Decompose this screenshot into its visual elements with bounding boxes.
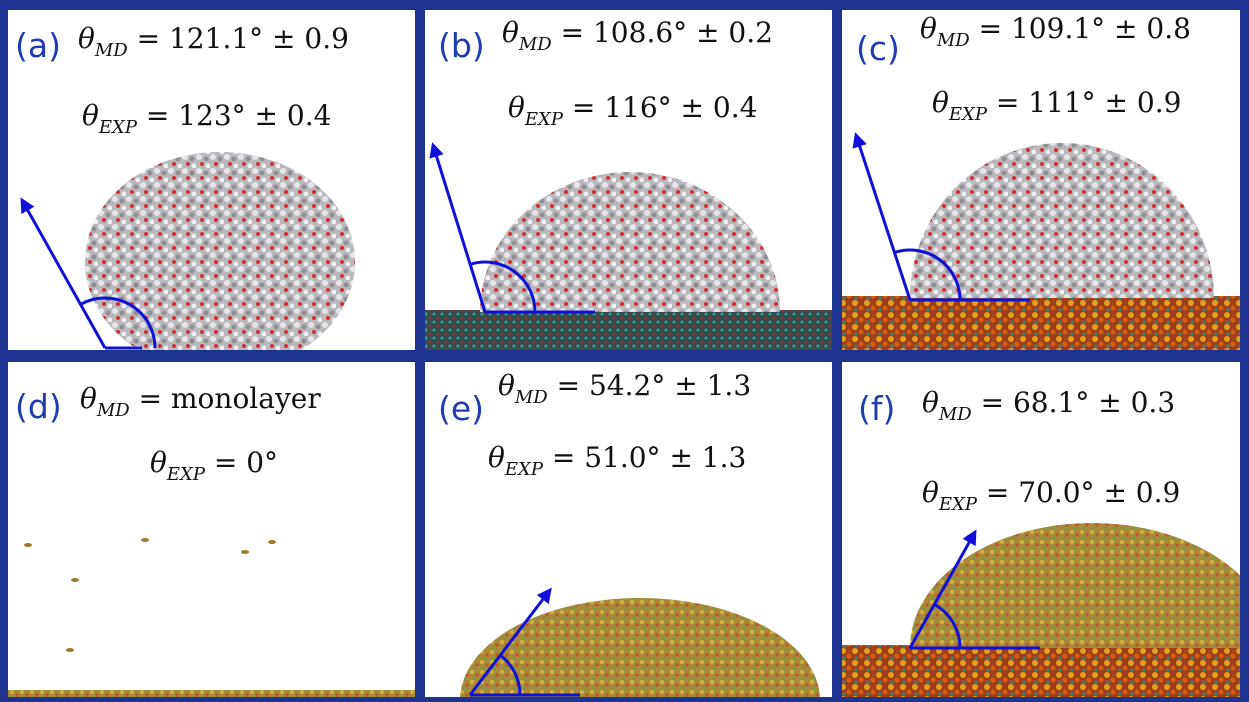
equation-value: = 70.0° ± 0.9 (977, 476, 1180, 509)
equation: θMD = 108.6° ± 0.2 (502, 16, 773, 55)
theta-symbol: θ (150, 446, 167, 479)
panel-label: (d) (15, 387, 62, 426)
theta-symbol: θ (82, 99, 99, 132)
equation-value: = 116° ± 0.4 (563, 91, 758, 124)
subscript: MD (96, 400, 130, 421)
equation-value: = 51.0° ± 1.3 (543, 441, 746, 474)
simulation-render (842, 132, 1240, 350)
simulation-render (842, 523, 1240, 697)
theta-symbol: θ (498, 369, 515, 402)
equation: θEXP = 0° (150, 446, 278, 485)
subscript: EXP (938, 494, 978, 515)
subscript: MD (936, 30, 970, 51)
theta-symbol: θ (922, 476, 939, 509)
equation: θEXP = 116° ± 0.4 (508, 91, 757, 130)
theta-symbol: θ (932, 86, 949, 119)
equation-value: = 0° (205, 446, 278, 479)
theta-symbol: θ (502, 16, 519, 49)
equation-value: = 54.2° ± 1.3 (548, 369, 751, 402)
theta-symbol: θ (488, 441, 505, 474)
equation-value: = 111° ± 0.9 (987, 86, 1182, 119)
droplet (910, 523, 1240, 648)
molecule (24, 543, 32, 547)
subscript: EXP (504, 459, 544, 480)
angle-arc (79, 296, 157, 349)
equation-value: = 68.1° ± 0.3 (972, 386, 1175, 419)
angle-arrow (20, 197, 107, 349)
equation: θMD = 68.1° ± 0.3 (922, 386, 1175, 425)
simulation-render (8, 538, 415, 697)
theta-symbol: θ (920, 12, 937, 45)
substrate (842, 296, 1240, 350)
angle-arrow (468, 587, 552, 696)
equation: θEXP = 111° ± 0.9 (932, 86, 1181, 125)
angle-arc (499, 654, 522, 696)
droplet (85, 152, 355, 350)
droplet (460, 598, 820, 697)
molecule (268, 540, 276, 544)
subscript: EXP (98, 117, 138, 138)
subscript: MD (938, 404, 972, 425)
substrate (8, 690, 415, 697)
subscript: EXP (948, 104, 988, 125)
angle-arc (933, 603, 962, 649)
molecule (71, 578, 79, 582)
equation: θMD = 54.2° ± 1.3 (498, 369, 751, 408)
angle-arc (469, 260, 537, 313)
equation: θEXP = 123° ± 0.4 (82, 99, 331, 138)
angle-arrow (908, 529, 977, 649)
subscript: EXP (166, 464, 206, 485)
panel-label: (b) (438, 26, 485, 65)
angle-arc (893, 248, 962, 301)
panel-background (8, 362, 415, 697)
equation: θMD = monolayer (80, 382, 321, 421)
equation: θMD = 109.1° ± 0.8 (920, 12, 1191, 51)
equation-value: = monolayer (130, 382, 322, 415)
theta-symbol: θ (78, 22, 95, 55)
panel-label: (a) (15, 26, 61, 65)
angle-arrow (852, 132, 912, 301)
subscript: MD (514, 387, 548, 408)
equation-value: = 121.1° ± 0.9 (128, 22, 349, 55)
equation: θEXP = 70.0° ± 0.9 (922, 476, 1180, 515)
simulation-render (460, 587, 820, 697)
molecule (241, 550, 249, 554)
simulation-render (425, 142, 832, 350)
substrate (425, 310, 832, 350)
droplet (910, 143, 1214, 298)
equation-value: = 108.6° ± 0.2 (552, 16, 773, 49)
equation: θEXP = 51.0° ± 1.3 (488, 441, 746, 480)
molecule (141, 538, 149, 542)
panel-label: (c) (856, 29, 900, 68)
droplet (480, 172, 780, 312)
panel-label: (f) (858, 389, 895, 428)
subscript: MD (518, 34, 552, 55)
theta-symbol: θ (80, 382, 97, 415)
angle-arrow (429, 142, 487, 313)
equation-value: = 123° ± 0.4 (137, 99, 332, 132)
equation-value: = 109.1° ± 0.8 (970, 12, 1191, 45)
substrate (842, 645, 1240, 697)
panel-label: (e) (438, 389, 484, 428)
theta-symbol: θ (508, 91, 525, 124)
molecule (66, 648, 74, 652)
subscript: EXP (524, 109, 564, 130)
theta-symbol: θ (922, 386, 939, 419)
subscript: MD (94, 40, 128, 61)
simulation-render (20, 152, 355, 350)
equation: θMD = 121.1° ± 0.9 (78, 22, 349, 61)
